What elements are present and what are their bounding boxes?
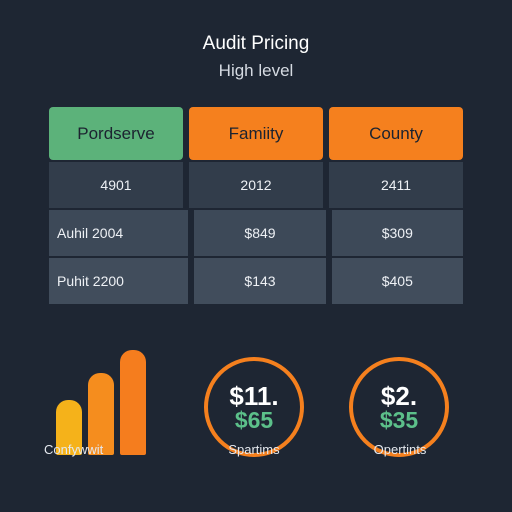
column-header-famiity[interactable]: Famiity (189, 107, 323, 160)
table-cell: 2411 (329, 162, 463, 208)
bar-chart-bar (120, 350, 146, 455)
bar-chart-widget[interactable] (56, 345, 156, 455)
ring-secondary-value: $35 (379, 407, 419, 433)
table-cell: $405 (331, 258, 463, 304)
ring-secondary-value: $65 (234, 407, 274, 433)
table-cell: $309 (331, 210, 463, 256)
ring-primary-value: $2. (380, 381, 418, 411)
table-cell: Puhit 2200 (49, 258, 189, 304)
table-cell: 2012 (189, 162, 323, 208)
ring-label: Opertints (373, 442, 427, 457)
bar-chart-bar (88, 373, 114, 455)
table-row: Auhil 2004 $849 $309 (49, 210, 463, 256)
table-header-row: Pordserve Famiity County (49, 107, 463, 160)
pricing-table: Pordserve Famiity County 4901 2012 2411 … (49, 107, 463, 304)
page-subtitle: High level (218, 61, 294, 80)
table-cell: $143 (194, 258, 326, 304)
column-header-pordserve[interactable]: Pordserve (49, 107, 183, 160)
ring-label: Spartims (228, 442, 280, 457)
bar-chart-label: Confywwit (44, 442, 104, 457)
table-cell: $849 (194, 210, 326, 256)
bar-chart-bar (56, 400, 82, 455)
table-cell: 4901 (49, 162, 183, 208)
price-ring-widget[interactable]: $2. $35 (349, 357, 449, 457)
table-row: Puhit 2200 $143 $405 (49, 258, 463, 304)
column-header-county[interactable]: County (329, 107, 463, 160)
ring-primary-value: $11. (229, 381, 279, 411)
price-ring-widget[interactable]: $11. $65 (204, 357, 304, 457)
page-title: Audit Pricing (202, 33, 310, 54)
table-row: 4901 2012 2411 (49, 162, 463, 208)
table-cell: Auhil 2004 (49, 210, 189, 256)
